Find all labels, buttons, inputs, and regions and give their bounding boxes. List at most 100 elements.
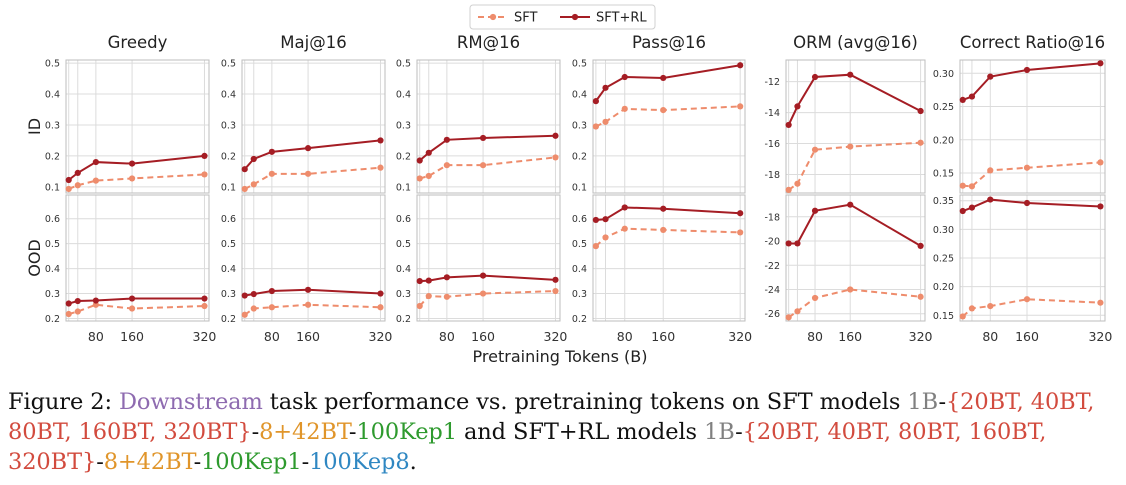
y-tick-label: 0.2 <box>572 151 587 162</box>
legend-marker-sft <box>489 13 497 21</box>
panel-frame <box>416 59 561 194</box>
data-point-sft-rl <box>968 93 976 100</box>
y-tick-label: 0.3 <box>572 120 587 131</box>
data-point-sft-rl <box>74 297 81 305</box>
y-tick-label: 0.2 <box>396 314 411 325</box>
data-point-sft-rl <box>794 103 801 110</box>
y-tick-label: 0.4 <box>45 90 60 101</box>
data-point-sft <box>552 154 559 161</box>
y-tick-label: 0.6 <box>396 214 411 225</box>
data-point-sft <box>241 185 248 193</box>
caption-part: 1B <box>704 419 736 445</box>
caption-part: 1B <box>907 389 939 415</box>
y-tick-label: 0.15 <box>933 311 954 322</box>
panel-frame <box>959 59 1106 194</box>
panel-0-2: 0.1 0.2 0.3 0.4 0.5 RM@16 <box>396 33 561 194</box>
y-tick-label: 0.3 <box>396 289 411 300</box>
panel-frame <box>65 59 210 194</box>
data-point-sft-rl <box>1023 66 1031 74</box>
y-tick-label: -22 <box>764 261 780 272</box>
y-tick-label: 0.5 <box>221 239 236 250</box>
caption-part: Downstream <box>118 389 263 415</box>
data-point-sft-rl <box>304 286 312 293</box>
data-point-sft <box>65 310 72 318</box>
caption-part: {20BT, 40BT, 80BT, 160BT, 320BT} <box>8 389 1095 445</box>
data-point-sft-rl <box>968 204 976 211</box>
series-line-sft <box>788 141 921 191</box>
legend-label-sft-rl: SFT+RL <box>596 11 647 26</box>
data-point-sft <box>592 123 599 130</box>
data-point-sft-rl <box>443 136 450 143</box>
data-point-sft <box>304 301 312 308</box>
x-tick-label: 80 <box>439 329 455 344</box>
data-point-sft <box>250 181 257 188</box>
data-point-sft <box>794 308 801 315</box>
data-point-sft-rl <box>621 204 628 211</box>
data-point-sft-rl <box>602 84 609 91</box>
data-point-sft-rl <box>1097 203 1104 210</box>
y-tick-label: 0.2 <box>221 151 236 162</box>
y-tick-label: 0.1 <box>45 182 60 193</box>
data-point-sft <box>416 175 423 182</box>
series-line-sft-rl <box>962 198 1101 212</box>
data-point-sft <box>602 118 609 125</box>
panel-0-5: 0.15 0.20 0.25 0.30 Correct Ratio@16 <box>933 33 1106 194</box>
y-tick-label: 0.3 <box>45 289 60 300</box>
data-point-sft-rl <box>92 297 99 304</box>
data-point-sft <box>917 139 924 146</box>
data-point-sft-rl <box>377 137 384 144</box>
panel-1-4: -18 -20 -22 -24 -26 80 160 320 <box>764 194 933 344</box>
y-tick-label: 0.4 <box>221 90 236 101</box>
data-point-sft-rl <box>602 216 609 223</box>
data-point-sft-rl <box>416 277 423 285</box>
data-point-sft <box>602 234 609 241</box>
data-point-sft-rl <box>621 73 628 81</box>
y-tick-label: 0.3 <box>221 120 236 131</box>
caption-part: 8+42BT <box>259 419 349 445</box>
data-point-sft <box>74 308 81 315</box>
panel-frame <box>241 59 386 194</box>
legend-label-sft: SFT <box>514 11 538 26</box>
data-point-sft <box>785 186 792 194</box>
data-point-sft <box>917 293 924 300</box>
y-tick-label: 0.4 <box>396 264 411 275</box>
data-point-sft <box>443 162 450 169</box>
panels: 0.1 0.2 0.3 0.4 0.5 Greedy 0.1 0.2 0.3 0.4 0.5 Maj@… <box>45 33 1112 344</box>
data-point-sft <box>847 286 854 293</box>
data-point-sft <box>968 183 976 190</box>
data-point-sft-rl <box>65 300 72 307</box>
y-tick-label: 0.4 <box>572 90 587 101</box>
data-point-sft <box>737 103 744 110</box>
caption-part: - <box>301 449 310 475</box>
x-tick-label: 80 <box>264 329 280 344</box>
data-point-sft-rl <box>250 290 257 298</box>
data-point-sft <box>847 143 854 150</box>
x-tick-label: 160 <box>296 329 320 344</box>
data-point-sft-rl <box>737 62 744 69</box>
y-tick-label: 0.5 <box>221 59 236 70</box>
legend: SFT SFT+RL <box>469 4 656 30</box>
data-point-sft-rl <box>987 73 994 80</box>
data-point-sft-rl <box>416 157 423 164</box>
series-line-sft-rl <box>787 73 922 126</box>
y-tick-label: -26 <box>764 309 780 320</box>
data-point-sft <box>74 182 81 189</box>
data-point-sft-rl <box>847 201 854 208</box>
series-line-sft <box>244 303 381 316</box>
y-tick-label: 0.4 <box>396 90 411 101</box>
data-point-sft <box>92 301 99 308</box>
y-tick-label: 0.3 <box>572 289 587 300</box>
data-point-sft <box>592 243 599 250</box>
data-point-sft-rl <box>1097 60 1104 67</box>
data-point-sft <box>987 303 994 310</box>
y-tick-label: 0.2 <box>396 151 411 162</box>
y-tick-label: 0.5 <box>572 59 587 70</box>
panel-frame <box>959 194 1106 322</box>
data-point-sft <box>794 180 801 187</box>
data-point-sft-rl <box>660 205 667 212</box>
y-tick-label: 0.6 <box>45 214 60 225</box>
series-line-sft <box>244 166 381 190</box>
series-line-sft-rl <box>244 288 381 297</box>
data-point-sft-rl <box>250 155 257 163</box>
panel-0-0: 0.1 0.2 0.3 0.4 0.5 Greedy <box>45 33 210 194</box>
